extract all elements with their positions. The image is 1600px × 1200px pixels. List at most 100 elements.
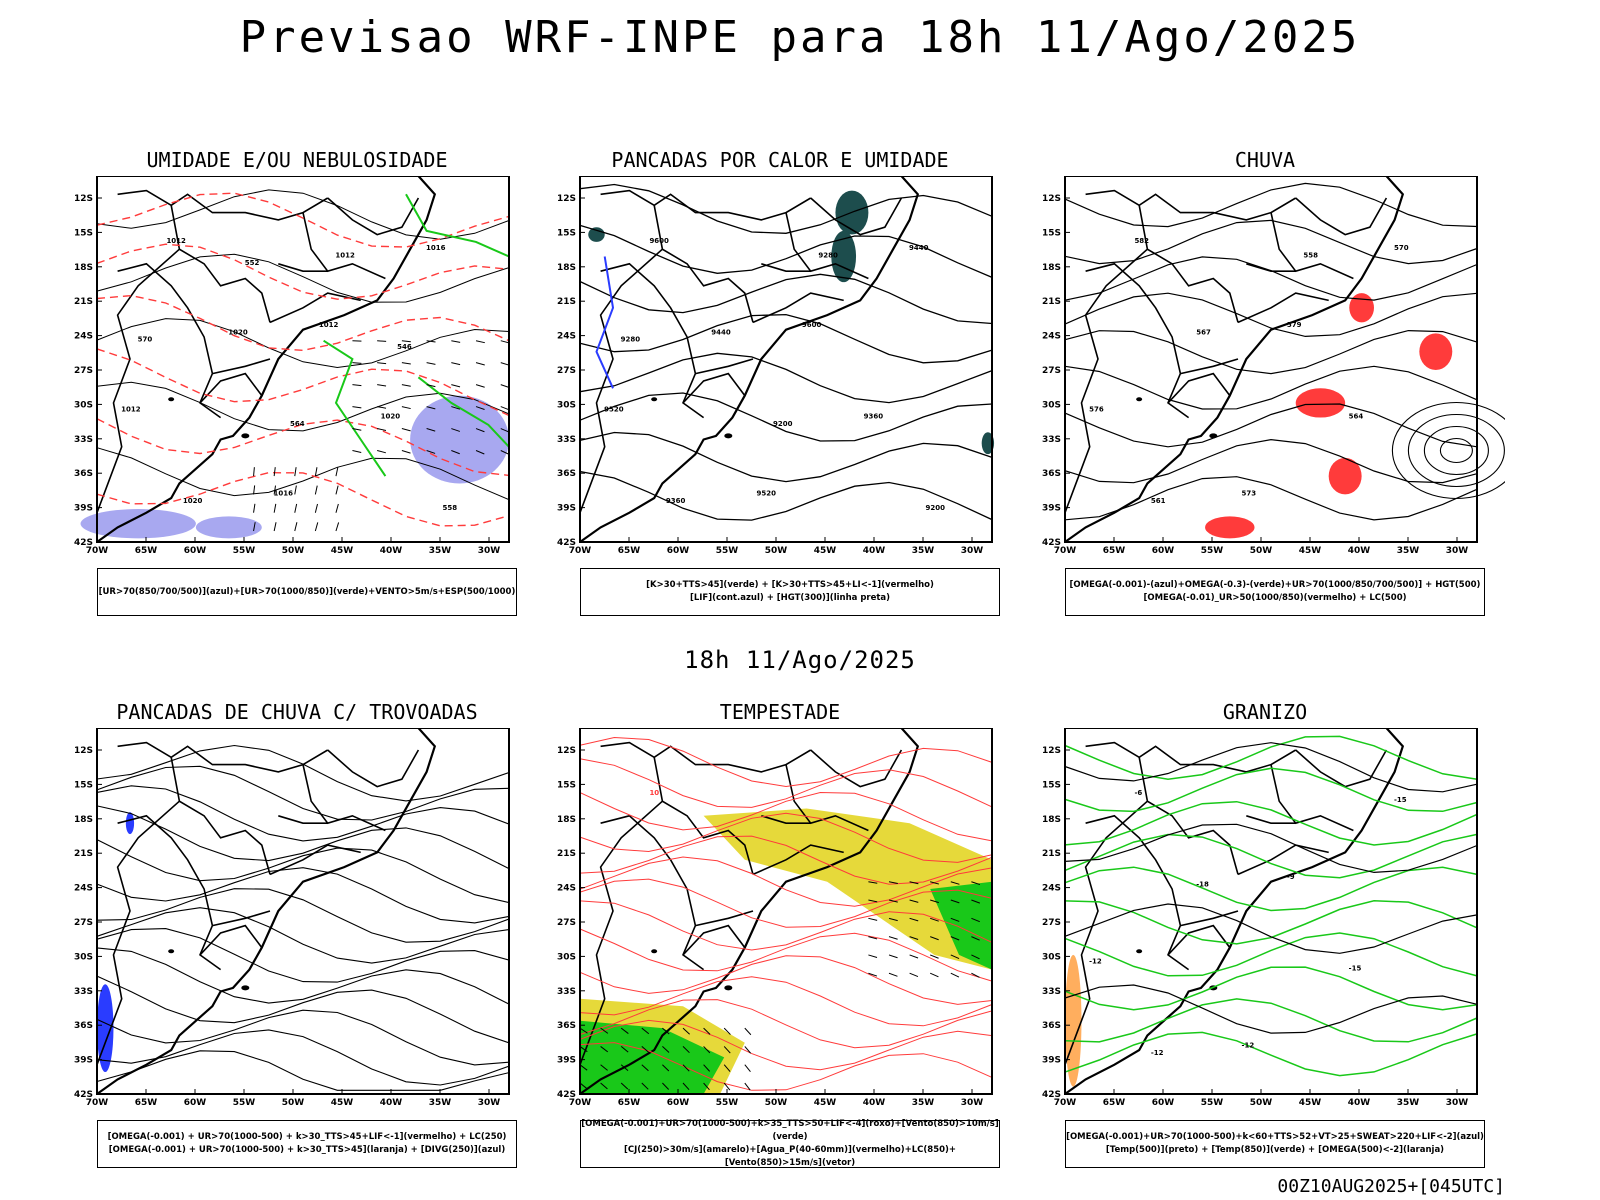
coastline xyxy=(1064,728,1405,1095)
streamline xyxy=(1064,365,1478,410)
streamline-850 xyxy=(579,999,993,1049)
wind-vector xyxy=(426,340,436,343)
lon-tick-label: 55W xyxy=(716,1098,739,1108)
wind-vector xyxy=(971,899,981,904)
lon-tick-label: 55W xyxy=(233,1098,256,1108)
lat-tick-label: 15S xyxy=(1042,780,1061,790)
lake xyxy=(651,397,658,402)
wind-vector xyxy=(401,340,411,343)
country-border xyxy=(695,358,754,375)
pressure-contour xyxy=(96,318,510,369)
streamline-250 xyxy=(96,928,510,983)
panel-title: CHUVA xyxy=(1234,148,1296,172)
lat-tick-label: 36S xyxy=(1042,1021,1061,1031)
lon-tick-label: 50W xyxy=(1250,1098,1273,1108)
map-umidade: 1012 1012 1012 1016 1016 1020 1020 1020 1012 570 5… xyxy=(74,176,510,556)
lat-tick-label: 27S xyxy=(1042,918,1061,928)
wind-vector xyxy=(377,362,387,365)
lon-tick-label: 35W xyxy=(429,546,452,556)
lon-tick-label: 40W xyxy=(863,546,886,556)
lat-tick-label: 36S xyxy=(557,469,576,479)
lat-tick-label: 30S xyxy=(74,400,93,410)
wind-vector xyxy=(294,522,298,532)
lon-tick-label: 65W xyxy=(618,546,641,556)
lon-tick-label: 30W xyxy=(1446,546,1469,556)
country-border xyxy=(600,814,705,971)
country-border xyxy=(810,749,903,788)
streamline-250 xyxy=(96,907,510,964)
country-border xyxy=(96,800,180,1065)
lon-tick-label: 55W xyxy=(1201,1098,1224,1108)
wind-vector xyxy=(377,428,387,432)
wind-vector xyxy=(888,881,898,885)
streamline xyxy=(1064,329,1478,375)
lon-tick-label: 30W xyxy=(961,546,984,556)
lat-tick-label: 15S xyxy=(74,228,93,238)
lake xyxy=(724,985,733,991)
divergence-fill xyxy=(97,984,114,1073)
lat-tick-label: 30S xyxy=(74,952,93,962)
country-border xyxy=(212,358,271,375)
wind-vector xyxy=(930,917,939,922)
lon-tick-label: 70W xyxy=(569,1098,592,1108)
wind-vector xyxy=(352,362,362,364)
lat-tick-label: 33S xyxy=(557,987,576,997)
contour-label: 1016 xyxy=(274,489,294,497)
temp-850-contour xyxy=(1064,1031,1478,1077)
map-frame xyxy=(579,176,993,543)
contour-label: 1020 xyxy=(183,497,203,505)
cyclone-streamline xyxy=(1423,425,1489,476)
country-border xyxy=(810,197,903,236)
lat-tick-label: 36S xyxy=(557,1021,576,1031)
temp-850-contour xyxy=(1064,932,1478,977)
humidity-low-contour xyxy=(323,339,387,477)
temp-850-contour xyxy=(1064,998,1478,1043)
panel-title: PANCADAS POR CALOR E UMIDADE xyxy=(611,148,949,172)
streamline xyxy=(1064,219,1478,265)
panel-title: PANCADAS DE CHUVA C/ TROVOADAS xyxy=(116,700,478,724)
temp-850-contour xyxy=(1064,900,1478,945)
lat-tick-label: 24S xyxy=(1042,332,1061,342)
precip-fill xyxy=(1205,516,1255,539)
contour-label: -6 xyxy=(1134,789,1142,797)
contour-label: -18 xyxy=(1196,880,1209,888)
country-border xyxy=(761,815,811,824)
legend-line: [LIF](cont.azul) + [HGT(300)](linha pret… xyxy=(689,593,891,603)
thickness-contour xyxy=(96,471,510,527)
lon-tick-label: 70W xyxy=(86,1098,109,1108)
pressure-contour xyxy=(96,447,510,501)
contour-label: 576 xyxy=(1089,405,1104,413)
contour-label: 9280 xyxy=(621,336,641,344)
contour-label: 582 xyxy=(1134,237,1149,245)
humidity-mid-fill xyxy=(80,509,196,539)
country-border xyxy=(1246,815,1296,824)
divergence-fill xyxy=(125,812,135,835)
panel-trovoadas: PANCADAS DE CHUVA C/ TROVOADAS 12S 15S 18S… xyxy=(57,700,537,1180)
map-frame xyxy=(579,728,993,1095)
wind-vector xyxy=(682,1064,690,1072)
wind-vector xyxy=(620,1082,629,1090)
pressure-contour xyxy=(96,253,510,303)
lon-tick-label: 70W xyxy=(569,546,592,556)
strong-wind-fill xyxy=(930,881,992,970)
lon-tick-label: 45W xyxy=(814,1098,837,1108)
lon-tick-label: 45W xyxy=(1299,546,1322,556)
wind-vector xyxy=(868,881,878,884)
wind-vector xyxy=(314,522,319,532)
contour-label: 9440 xyxy=(909,244,929,252)
lon-tick-label: 45W xyxy=(1299,1098,1322,1108)
wind-vector xyxy=(909,954,919,959)
streamline-250 xyxy=(96,867,510,924)
streamline-850 xyxy=(579,976,993,1027)
lat-tick-label: 21S xyxy=(74,849,93,859)
wind-vector xyxy=(579,1064,588,1071)
geopotential-contour xyxy=(579,392,993,442)
lon-tick-label: 55W xyxy=(1201,546,1224,556)
lat-tick-label: 39S xyxy=(1042,504,1061,514)
coastline-and-borders xyxy=(1064,728,1405,1095)
lon-tick-label: 50W xyxy=(282,1098,305,1108)
wind-vector xyxy=(620,1027,629,1034)
wind-vector xyxy=(682,1046,690,1054)
contour-label: 9280 xyxy=(818,252,838,260)
wind-vector xyxy=(930,881,940,885)
